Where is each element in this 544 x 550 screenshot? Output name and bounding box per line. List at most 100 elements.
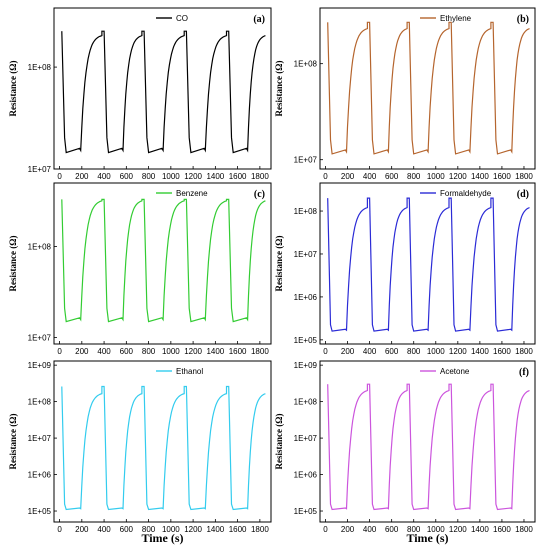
x-tick-label: 0 [323, 347, 328, 356]
plot-frame [319, 182, 536, 345]
x-tick-label: 800 [407, 347, 421, 356]
chart-panel-2: Resistance (Ω) 0 200 400 600 800 1000 1200 1400 1… [274, 7, 536, 181]
y-axis-label: Resistance (Ω) [8, 236, 18, 292]
x-tick-label: 400 [97, 525, 111, 534]
x-tick-label: 1000 [162, 525, 180, 534]
x-tick-label: 200 [75, 525, 89, 534]
x-tick-label: 1000 [162, 172, 180, 181]
y-axis-label: Resistance (Ω) [274, 236, 284, 292]
x-tick-label: 0 [323, 525, 328, 534]
legend-label: Formaldehyde [440, 189, 492, 198]
x-tick-label: 600 [385, 172, 399, 181]
x-tick-label: 0 [57, 347, 62, 356]
x-tick-label: 600 [120, 172, 134, 181]
y-tick-label: 1E+05 [28, 507, 52, 516]
x-tick-label: 800 [142, 525, 156, 534]
legend-label: Benzene [176, 189, 208, 198]
y-tick-label: 1E+09 [294, 361, 318, 370]
x-tick-label: 1200 [184, 347, 202, 356]
y-tick-label: 1E+08 [294, 207, 318, 216]
series-line-ethylene [327, 21, 530, 155]
x-tick-label: 1200 [184, 525, 202, 534]
x-tick-label: 1800 [251, 172, 269, 181]
x-tick-label: 400 [97, 172, 111, 181]
x-tick-label: 600 [120, 525, 134, 534]
panel-label: (c) [254, 189, 265, 200]
y-tick-label: 1E+08 [28, 243, 52, 252]
x-tick-label: 600 [385, 347, 399, 356]
y-tick-label: 1E+07 [294, 434, 318, 443]
y-tick-label: 1E+08 [294, 60, 318, 69]
y-tick-label: 1E+07 [28, 434, 52, 443]
x-tick-label: 1400 [206, 347, 224, 356]
y-tick-label: 1E+08 [28, 63, 52, 72]
x-tick-label: 800 [142, 347, 156, 356]
x-tick-label: 400 [363, 525, 377, 534]
y-tick-label: 1E+06 [294, 293, 318, 302]
chart-panel-3: Resistance (Ω) 0 200 400 600 800 1000 1200 1400 1… [8, 182, 272, 356]
x-tick-label: 1600 [493, 347, 511, 356]
y-tick-label: 1E+05 [294, 507, 318, 516]
x-tick-label: 1400 [471, 347, 489, 356]
x-tick-label: 200 [341, 525, 355, 534]
series-line-acetone [327, 383, 530, 511]
chart-panel-1: Resistance (Ω) 0 200 400 600 800 1000 1200 1400 1… [8, 7, 272, 181]
y-tick-label: 1E+05 [294, 336, 318, 345]
y-tick-label: 1E+07 [294, 250, 318, 259]
y-axis-label: Resistance (Ω) [274, 414, 284, 470]
panel-label: (d) [517, 189, 529, 200]
x-tick-label: 0 [57, 172, 62, 181]
x-tick-label: 1400 [206, 525, 224, 534]
x-tick-label: 1000 [427, 525, 445, 534]
legend-label: Ethanol [176, 367, 203, 376]
x-tick-label: 200 [75, 347, 89, 356]
x-tick-label: 1800 [515, 172, 533, 181]
plot-frame [319, 360, 536, 523]
y-tick-label: 1E+06 [28, 471, 52, 480]
plot-frame [53, 182, 272, 345]
chart-panel-5: Resistance (Ω) 0 200 400 600 800 1000 1200 1400 1… [8, 360, 272, 534]
x-tick-label: 1800 [251, 347, 269, 356]
y-tick-label: 1E+08 [294, 398, 318, 407]
y-axis-label: Resistance (Ω) [8, 61, 18, 117]
x-tick-label: 1000 [427, 347, 445, 356]
series-line-benzene [61, 198, 266, 323]
x-tick-label: 1800 [251, 525, 269, 534]
x-tick-label: 400 [97, 347, 111, 356]
x-tick-label: 1400 [206, 172, 224, 181]
x-tick-label: 200 [341, 172, 355, 181]
legend-label: Ethylene [440, 14, 472, 23]
y-tick-label: 1E+08 [28, 398, 52, 407]
x-axis-label: Time (s) [141, 531, 183, 545]
chart-panel-6: Resistance (Ω) 0 200 400 600 800 1000 1200 1400 1… [274, 360, 536, 534]
legend-label: Acetone [440, 367, 470, 376]
x-tick-label: 1600 [493, 172, 511, 181]
x-tick-label: 0 [57, 525, 62, 534]
x-tick-label: 1400 [471, 525, 489, 534]
x-tick-label: 200 [341, 347, 355, 356]
y-tick-label: 1E+07 [28, 334, 52, 343]
panel-label: (a) [253, 14, 265, 25]
x-tick-label: 1200 [449, 172, 467, 181]
y-tick-label: 1E+09 [28, 361, 52, 370]
x-tick-label: 400 [363, 347, 377, 356]
y-tick-label: 1E+07 [294, 156, 318, 165]
x-tick-label: 1000 [162, 347, 180, 356]
series-line-ethanol [61, 385, 266, 511]
y-tick-label: 1E+07 [28, 165, 52, 174]
x-tick-label: 800 [407, 525, 421, 534]
x-tick-label: 1000 [427, 172, 445, 181]
x-tick-label: 600 [120, 347, 134, 356]
series-line-formaldehyde [327, 197, 530, 332]
x-tick-label: 800 [407, 172, 421, 181]
x-tick-label: 1600 [229, 347, 247, 356]
x-tick-label: 400 [363, 172, 377, 181]
legend-label: CO [176, 14, 188, 23]
panel-label: (b) [517, 14, 529, 25]
x-tick-label: 1600 [229, 525, 247, 534]
x-tick-label: 1800 [515, 347, 533, 356]
series-line-co [61, 30, 266, 154]
x-tick-label: 1800 [515, 525, 533, 534]
x-axis-label: Time (s) [406, 531, 448, 545]
